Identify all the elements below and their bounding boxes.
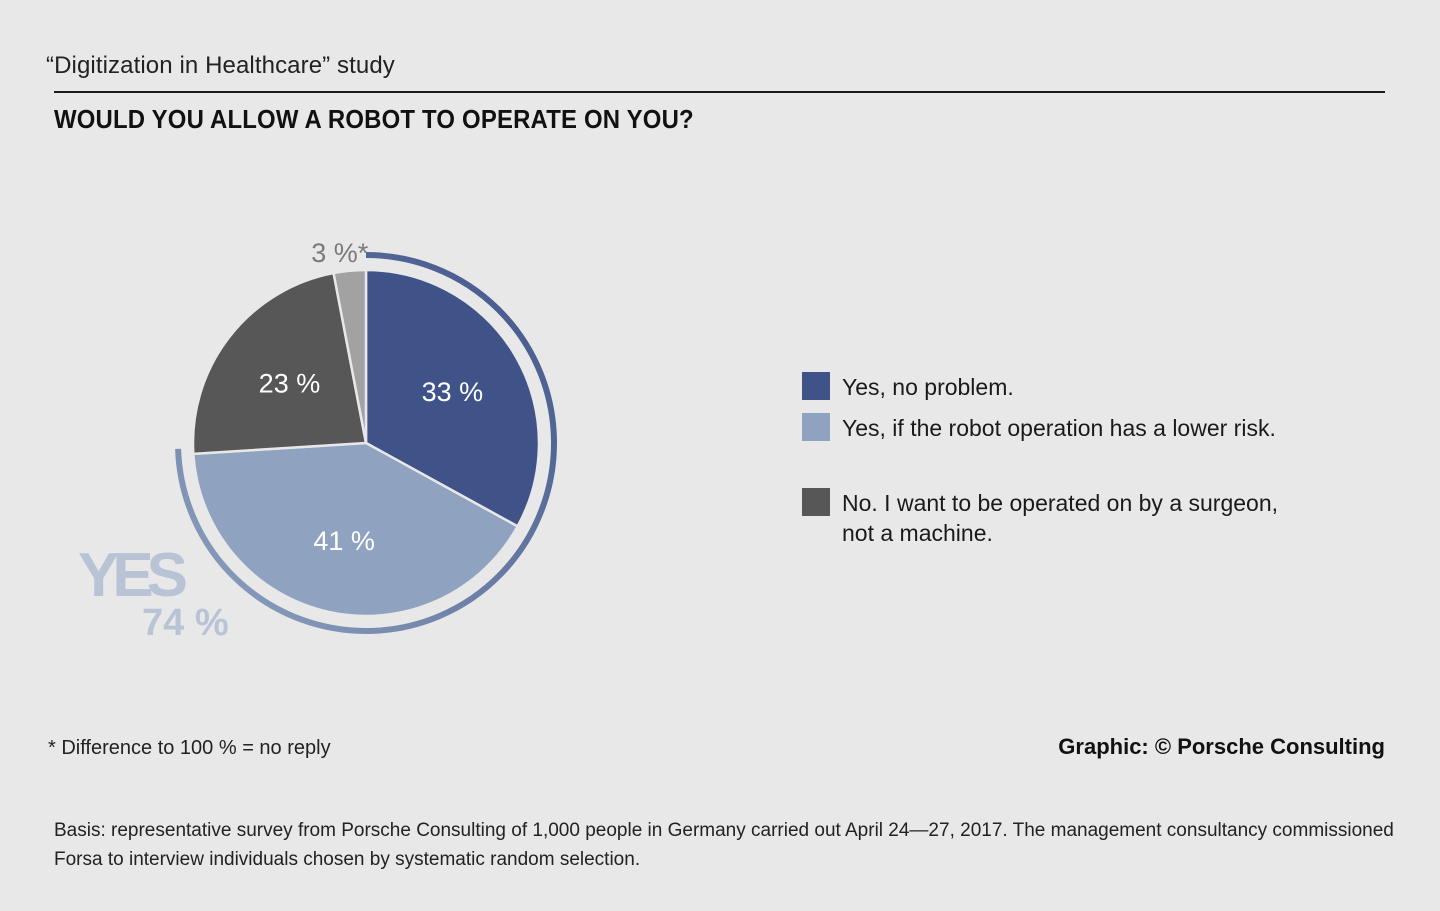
legend-swatch	[802, 413, 830, 441]
legend-label: Yes, if the robot operation has a lower …	[842, 415, 1276, 441]
yes-annotation-value: 74 %	[142, 602, 229, 644]
legend-swatch	[802, 488, 830, 516]
legend-item-yes-lower-risk: Yes, if the robot operation has a lower …	[802, 413, 1276, 443]
study-name: “Digitization in Healthcare” study	[46, 52, 395, 79]
pie-slice-1	[364, 268, 541, 528]
yes-annotation-label: YES	[78, 541, 188, 610]
slice-value-label: 23 %	[259, 369, 321, 399]
graphic-credit: Graphic: © Porsche Consulting	[1058, 734, 1385, 759]
legend-swatch	[802, 372, 830, 400]
legend-label: Yes, no problem.	[842, 374, 1014, 400]
pie-slice-3	[191, 271, 368, 456]
legend-label: No. I want to be operated on by a surgeo…	[842, 490, 1279, 546]
slice-value-label: 33 %	[422, 377, 484, 407]
legend-item-no-surgeon: No. I want to be operated on by a surgeo…	[802, 488, 1312, 548]
pie-slice-4	[332, 268, 368, 445]
slice-value-label: 41 %	[313, 526, 375, 556]
yes-bracket-arc	[175, 252, 557, 634]
slice-value-label: 3 %*	[311, 238, 369, 268]
pie-slice-2	[192, 441, 519, 618]
header-divider	[54, 91, 1385, 93]
chart-title: WOULD YOU ALLOW A ROBOT TO OPERATE ON YO…	[54, 104, 694, 134]
legend-item-yes-no-problem: Yes, no problem.	[802, 372, 1014, 402]
footnote: * Difference to 100 % = no reply	[48, 737, 331, 759]
survey-basis: Basis: representative survey from Porsch…	[54, 820, 1394, 870]
